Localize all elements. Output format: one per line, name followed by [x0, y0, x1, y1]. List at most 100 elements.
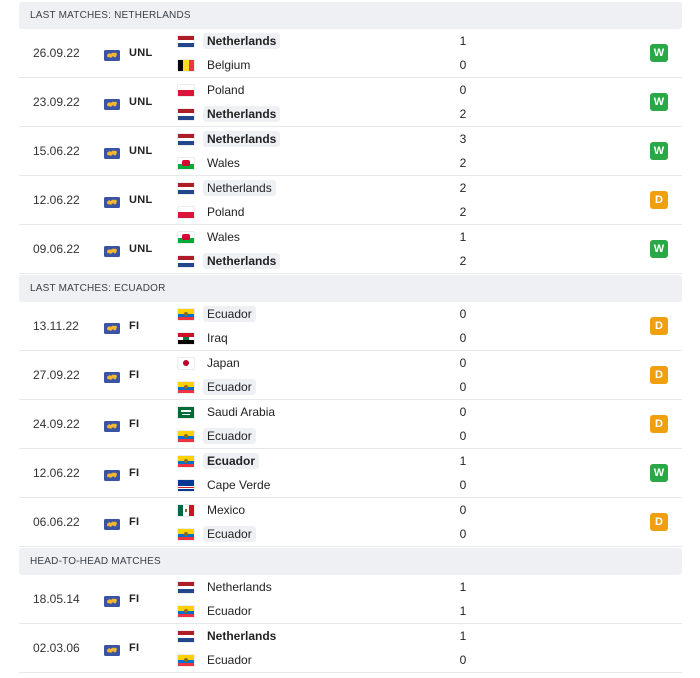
world-globe-icon [104, 244, 120, 257]
away-team-name: Ecuador [203, 526, 256, 542]
home-team: Saudi Arabia [178, 400, 279, 424]
netherlands-flag-icon [178, 133, 194, 145]
match-date: 09.06.22 [33, 242, 80, 256]
match-row[interactable]: 26.09.22 UNL Netherlands Belgium 1 0 W [19, 29, 682, 78]
ecuador-flag-icon [178, 430, 194, 442]
match-row[interactable]: 12.06.22 UNL Netherlands Poland 2 2 D [19, 176, 682, 225]
match-row[interactable]: 13.11.22 FI Ecuador Iraq 0 0 D [19, 302, 682, 351]
away-team-name: Cape Verde [207, 478, 271, 492]
home-team-name: Netherlands [203, 180, 276, 196]
away-team-name: Ecuador [207, 604, 252, 618]
home-team-name: Netherlands [207, 629, 277, 643]
home-score: 1 [459, 230, 467, 244]
world-globe-icon [104, 146, 120, 159]
result-badge: W [650, 44, 668, 62]
wales-flag-icon [178, 231, 194, 243]
home-score: 0 [459, 356, 467, 370]
away-score: 0 [459, 429, 467, 443]
match-row[interactable]: 06.06.22 FI Mexico Ecuador 0 0 D [19, 498, 682, 547]
away-score: 0 [459, 527, 467, 541]
iraq-flag-icon [178, 332, 194, 344]
ecuador-flag-icon [178, 381, 194, 393]
result-badge: W [650, 142, 668, 160]
away-team: Iraq [178, 326, 232, 350]
result-badge: D [650, 415, 668, 433]
competition-label: FI [129, 593, 140, 605]
home-team-name: Poland [207, 83, 245, 97]
away-team-name: Belgium [207, 58, 251, 72]
home-team: Poland [178, 78, 248, 102]
result-badge: D [650, 317, 668, 335]
match-row[interactable]: 18.05.14 FI Netherlands Ecuador 1 1 [19, 575, 682, 624]
home-score: 0 [459, 405, 467, 419]
home-score: 0 [459, 503, 467, 517]
match-row[interactable]: 09.06.22 UNL Wales Netherlands 1 2 W [19, 225, 682, 274]
home-score: 3 [459, 132, 467, 146]
ecuador-flag-icon [178, 654, 194, 666]
home-team-name: Netherlands [203, 33, 281, 49]
netherlands-flag-icon [178, 255, 194, 267]
away-team: Poland [178, 200, 248, 224]
competition-label: UNL [129, 145, 153, 157]
ecuador-flag-icon [178, 605, 194, 617]
home-team: Ecuador [178, 449, 260, 473]
result-badge: D [650, 366, 668, 384]
netherlands-flag-icon [178, 630, 194, 642]
competition-label: UNL [129, 47, 153, 59]
ecuador-flag-icon [178, 528, 194, 540]
world-globe-icon [104, 468, 120, 481]
match-row[interactable]: 02.03.06 FI Netherlands Ecuador 1 0 [19, 624, 682, 673]
match-row[interactable]: 15.06.22 UNL Netherlands Wales 3 2 W [19, 127, 682, 176]
match-date: 24.09.22 [33, 417, 80, 431]
poland-flag-icon [178, 84, 194, 96]
away-team-name: Ecuador [203, 379, 256, 395]
home-team: Japan [178, 351, 244, 375]
away-team-name: Ecuador [207, 653, 252, 667]
home-team-name: Netherlands [207, 580, 272, 594]
match-row[interactable]: 24.09.22 FI Saudi Arabia Ecuador 0 0 D [19, 400, 682, 449]
home-score: 0 [459, 83, 467, 97]
away-team: Netherlands [178, 249, 281, 273]
home-team-name: Japan [207, 356, 240, 370]
match-date: 02.03.06 [33, 641, 80, 655]
saudi-flag-icon [178, 406, 194, 418]
home-team: Netherlands [178, 127, 281, 151]
home-score: 1 [459, 629, 467, 643]
home-team: Netherlands [178, 575, 276, 599]
match-row[interactable]: 27.09.22 FI Japan Ecuador 0 0 D [19, 351, 682, 400]
away-score: 0 [459, 653, 467, 667]
away-team-name: Netherlands [203, 106, 281, 122]
section-header: LAST MATCHES: ECUADOR [19, 275, 682, 302]
away-team: Netherlands [178, 102, 281, 126]
match-row[interactable]: 12.06.22 FI Ecuador Cape Verde 1 0 W [19, 449, 682, 498]
away-team: Ecuador [178, 522, 256, 546]
match-date: 15.06.22 [33, 144, 80, 158]
home-team-name: Netherlands [203, 131, 281, 147]
away-score: 1 [459, 604, 467, 618]
mexico-flag-icon [178, 504, 194, 516]
competition-label: UNL [129, 243, 153, 255]
match-date: 12.06.22 [33, 193, 80, 207]
world-globe-icon [104, 370, 120, 383]
netherlands-flag-icon [178, 581, 194, 593]
japan-flag-icon [178, 357, 194, 369]
ecuador-flag-icon [178, 455, 194, 467]
away-team: Ecuador [178, 375, 256, 399]
result-badge: W [650, 240, 668, 258]
match-date: 23.09.22 [33, 95, 80, 109]
away-team-name: Ecuador [203, 428, 256, 444]
home-team: Wales [178, 225, 244, 249]
home-team: Mexico [178, 498, 249, 522]
home-score: 0 [459, 307, 467, 321]
home-team-name: Mexico [207, 503, 246, 517]
world-globe-icon [104, 48, 120, 61]
section-header: HEAD-TO-HEAD MATCHES [19, 548, 682, 575]
result-badge: D [650, 513, 668, 531]
home-score: 1 [459, 34, 467, 48]
match-date: 27.09.22 [33, 368, 80, 382]
away-score: 0 [459, 380, 467, 394]
competition-label: FI [129, 467, 140, 479]
away-team-name: Netherlands [203, 253, 281, 269]
match-row[interactable]: 23.09.22 UNL Poland Netherlands 0 2 W [19, 78, 682, 127]
